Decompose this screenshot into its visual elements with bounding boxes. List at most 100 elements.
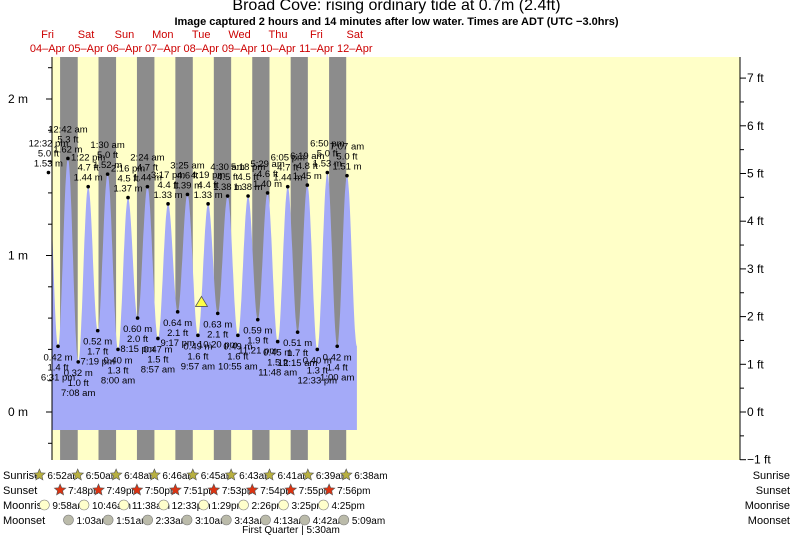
sunset-icon bbox=[168, 483, 182, 496]
left-axis-label: 2 m bbox=[8, 92, 28, 106]
sunrise-icon bbox=[32, 468, 46, 481]
astronomy-rows: Sunrise Sunrise Sunset Sunset Moonrise Moonri… bbox=[3, 468, 790, 536]
moonrise-time: 10:46am bbox=[92, 501, 131, 512]
right-axis-label: 1 ft bbox=[747, 357, 764, 371]
low-tide-dot bbox=[335, 344, 340, 349]
high-tide-label: 12:32 pm bbox=[29, 139, 69, 150]
daylight-band bbox=[52, 57, 61, 460]
sunset-time: 7:49pm bbox=[107, 486, 140, 497]
low-tide-dot bbox=[295, 330, 300, 334]
low-tide-label: 1.7 ft bbox=[87, 347, 108, 358]
low-tide-label: 1.7 ft bbox=[287, 348, 308, 359]
moonset-icon bbox=[102, 514, 114, 526]
low-tide-dot bbox=[255, 317, 260, 322]
high-tide-label: 2:24 am bbox=[130, 153, 164, 164]
low-tide-label: 0.64 m bbox=[163, 318, 192, 329]
sunrise-row-title-left: Sunrise bbox=[3, 470, 40, 482]
day-name: Thu bbox=[269, 29, 288, 41]
day-name: Wed bbox=[228, 29, 250, 41]
moonrise-icon bbox=[118, 499, 130, 511]
high-tide-dot bbox=[345, 173, 349, 178]
moonrise-time: 11:38am bbox=[132, 501, 170, 512]
sunrise-icon bbox=[186, 468, 200, 481]
sunrise-icon bbox=[147, 468, 161, 481]
high-tide-dot bbox=[265, 191, 270, 195]
low-tide-label: 9:17 pm bbox=[160, 338, 194, 349]
low-tide-label: 1.4 ft bbox=[327, 362, 348, 373]
high-tide-label: 4:30 am bbox=[210, 162, 244, 173]
high-tide-label: 1.51 m bbox=[332, 162, 361, 173]
high-tide-label: 1.52 m bbox=[93, 160, 122, 171]
low-tide-label: 0.59 m bbox=[243, 326, 272, 337]
moonrise-icon bbox=[39, 499, 50, 511]
low-tide-label: 7:19 pm bbox=[81, 357, 115, 368]
low-tide-label: 6:31 pm bbox=[41, 372, 75, 383]
moonrise-time: 4:25pm bbox=[331, 501, 364, 512]
moonset-icon bbox=[299, 514, 311, 526]
high-tide-label: 1:30 am bbox=[90, 140, 124, 151]
right-axis-label: 0 ft bbox=[747, 405, 764, 419]
high-tide-label: 5.0 ft bbox=[336, 152, 357, 163]
day-date: 09–Apr bbox=[222, 43, 258, 55]
high-tide-label: 3:17 pm bbox=[151, 170, 185, 181]
day-name: Sat bbox=[347, 29, 364, 41]
high-tide-dot bbox=[206, 202, 210, 206]
low-tide-label: 8:57 am bbox=[141, 364, 175, 375]
moonset-time: 1:03am bbox=[76, 516, 109, 527]
high-tide-label: 1.38 m bbox=[234, 182, 263, 193]
low-tide-dot bbox=[156, 336, 160, 341]
high-tide-label: 1.62 m bbox=[53, 144, 82, 155]
low-tide-label: 0.42 m bbox=[323, 352, 352, 363]
moonset-icon bbox=[221, 514, 232, 526]
low-tide-dot bbox=[76, 360, 81, 364]
high-tide-label: 6:05 pm bbox=[271, 153, 305, 164]
high-tide-label: 4.4 ft bbox=[198, 180, 219, 191]
low-tide-dot bbox=[116, 347, 120, 352]
day-name: Sat bbox=[78, 29, 95, 41]
low-tide-label: 1.6 ft bbox=[187, 351, 208, 362]
sunrise-time: 6:41am bbox=[277, 471, 310, 482]
high-tide-label: 4.5 ft bbox=[217, 172, 238, 183]
day-date: 05–Apr bbox=[68, 43, 104, 55]
moonrise-row-title-right: Moonrise bbox=[745, 500, 790, 512]
sunrise-icon bbox=[263, 468, 276, 481]
high-tide-label: 5.0 ft bbox=[97, 150, 118, 161]
low-tide-label: 8:00 am bbox=[101, 375, 135, 386]
high-tide-dot bbox=[225, 194, 230, 198]
moonset-time: 5:09am bbox=[352, 516, 385, 527]
low-tide-label: 1.4 ft bbox=[47, 362, 68, 373]
low-tide-label: 12:33 pm bbox=[297, 375, 337, 386]
moonrise-time: 2:26pm bbox=[251, 501, 284, 512]
sunrise-time: 6:48am bbox=[124, 471, 157, 482]
page-title: Broad Cove: rising ordinary tide at 0.7m… bbox=[232, 0, 561, 14]
moonrise-icon bbox=[158, 499, 169, 511]
high-tide-label: 5.0 ft bbox=[38, 149, 59, 160]
sunrise-icon bbox=[71, 468, 85, 481]
moonrise-icon bbox=[278, 499, 289, 511]
sunrise-time: 6:39am bbox=[316, 471, 349, 482]
moonset-time: 4:13am bbox=[274, 516, 307, 527]
moonrise-icon bbox=[78, 499, 90, 511]
low-tide-dot bbox=[56, 344, 60, 349]
high-tide-label: 1.37 m bbox=[114, 184, 143, 195]
high-tide-dot bbox=[66, 156, 70, 161]
high-tide-dot bbox=[105, 172, 110, 176]
moonrise-icon bbox=[318, 499, 329, 511]
left-axis-label: 1 m bbox=[8, 249, 28, 263]
sunset-time: 7:56pm bbox=[337, 486, 370, 497]
moonset-time: 2:33am bbox=[156, 516, 189, 527]
low-tide-label: 1.3 ft bbox=[107, 365, 128, 376]
high-tide-dot bbox=[305, 183, 310, 187]
high-tide-dot bbox=[145, 184, 150, 189]
sunset-icon bbox=[53, 483, 67, 496]
low-tide-label: 2.0 ft bbox=[127, 334, 148, 345]
daylight-band bbox=[346, 57, 740, 460]
sunset-row-title-left: Sunset bbox=[3, 485, 37, 497]
moonset-icon bbox=[142, 514, 153, 526]
tide-area bbox=[52, 158, 357, 430]
sunset-icon bbox=[284, 483, 298, 496]
low-tide-label: 10:20 pm bbox=[198, 339, 238, 350]
day-name: Sun bbox=[115, 29, 135, 41]
high-tide-label: 4.5 ft bbox=[117, 174, 138, 185]
sunset-row-title-right: Sunset bbox=[756, 485, 790, 497]
